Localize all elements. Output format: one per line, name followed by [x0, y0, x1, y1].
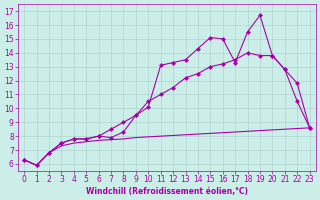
X-axis label: Windchill (Refroidissement éolien,°C): Windchill (Refroidissement éolien,°C)	[86, 187, 248, 196]
